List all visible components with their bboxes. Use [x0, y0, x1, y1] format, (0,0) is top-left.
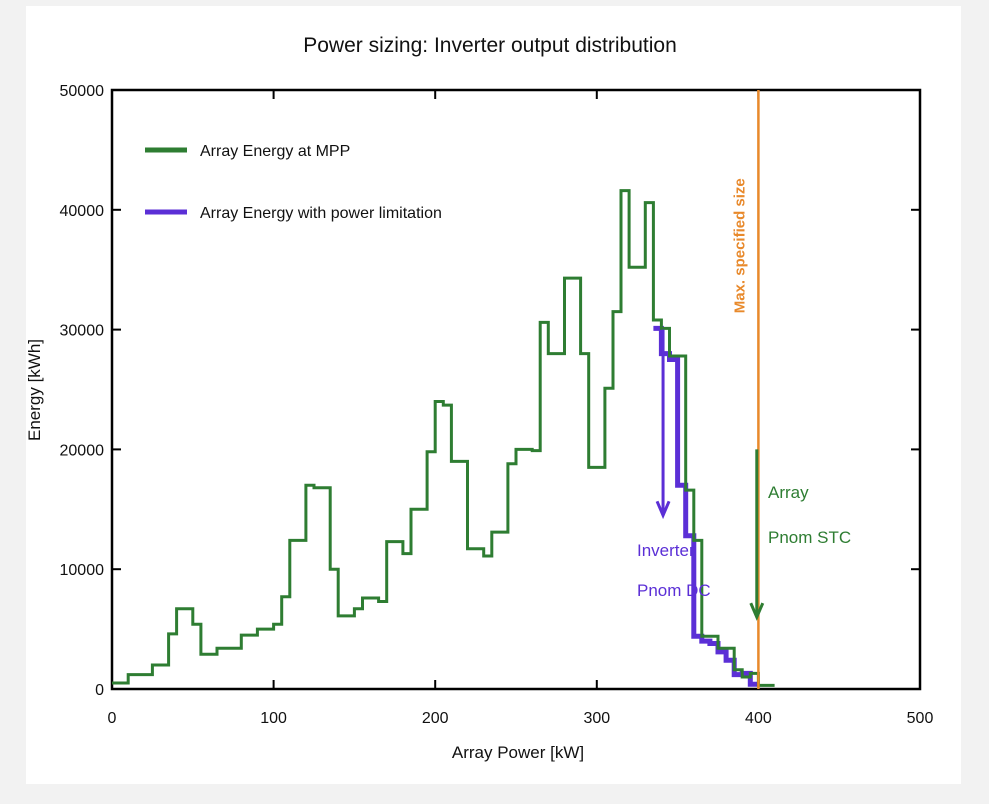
series-layer: [112, 189, 775, 687]
array-arrowhead: [749, 602, 765, 621]
x-tick-label: 100: [260, 710, 287, 727]
y-tick-label: 20000: [60, 442, 105, 459]
annotation-layer: [655, 90, 765, 689]
y-tick-label: 50000: [60, 83, 105, 100]
x-tick-label: 200: [422, 710, 449, 727]
array-label-line2: Pnom STC: [768, 528, 851, 547]
x-tick-label: 500: [907, 710, 934, 727]
inverter-label-line1: Inverter: [637, 541, 695, 560]
plot-area: [110, 88, 922, 691]
array-label-line1: Array: [768, 483, 809, 502]
inverter-label-line2: Pnom DC: [637, 581, 711, 600]
x-axis-label: Array Power [kW]: [452, 743, 584, 762]
inverter-arrowhead: [655, 500, 671, 520]
y-tick-label: 40000: [60, 203, 105, 220]
legend-label-mpp: Array Energy at MPP: [200, 143, 350, 160]
x-tick-label: 0: [108, 710, 117, 727]
x-tick-label: 300: [583, 710, 610, 727]
legend-label-limited: Array Energy with power limitation: [200, 205, 442, 222]
legend: Array Energy at MPP Array Energy with po…: [145, 143, 442, 222]
y-tick-label: 30000: [60, 323, 105, 340]
y-axis: 0 10000 20000 30000 40000 50000: [60, 83, 920, 699]
max-size-label: Max. specified size: [731, 178, 748, 313]
series-mpp-line: [112, 189, 775, 687]
x-tick-label: 400: [745, 710, 772, 727]
y-tick-label: 0: [95, 682, 104, 699]
y-tick-label: 10000: [60, 562, 105, 579]
chart-title: Power sizing: Inverter output distributi…: [303, 34, 677, 57]
y-axis-label: Energy [kWh]: [25, 339, 44, 441]
